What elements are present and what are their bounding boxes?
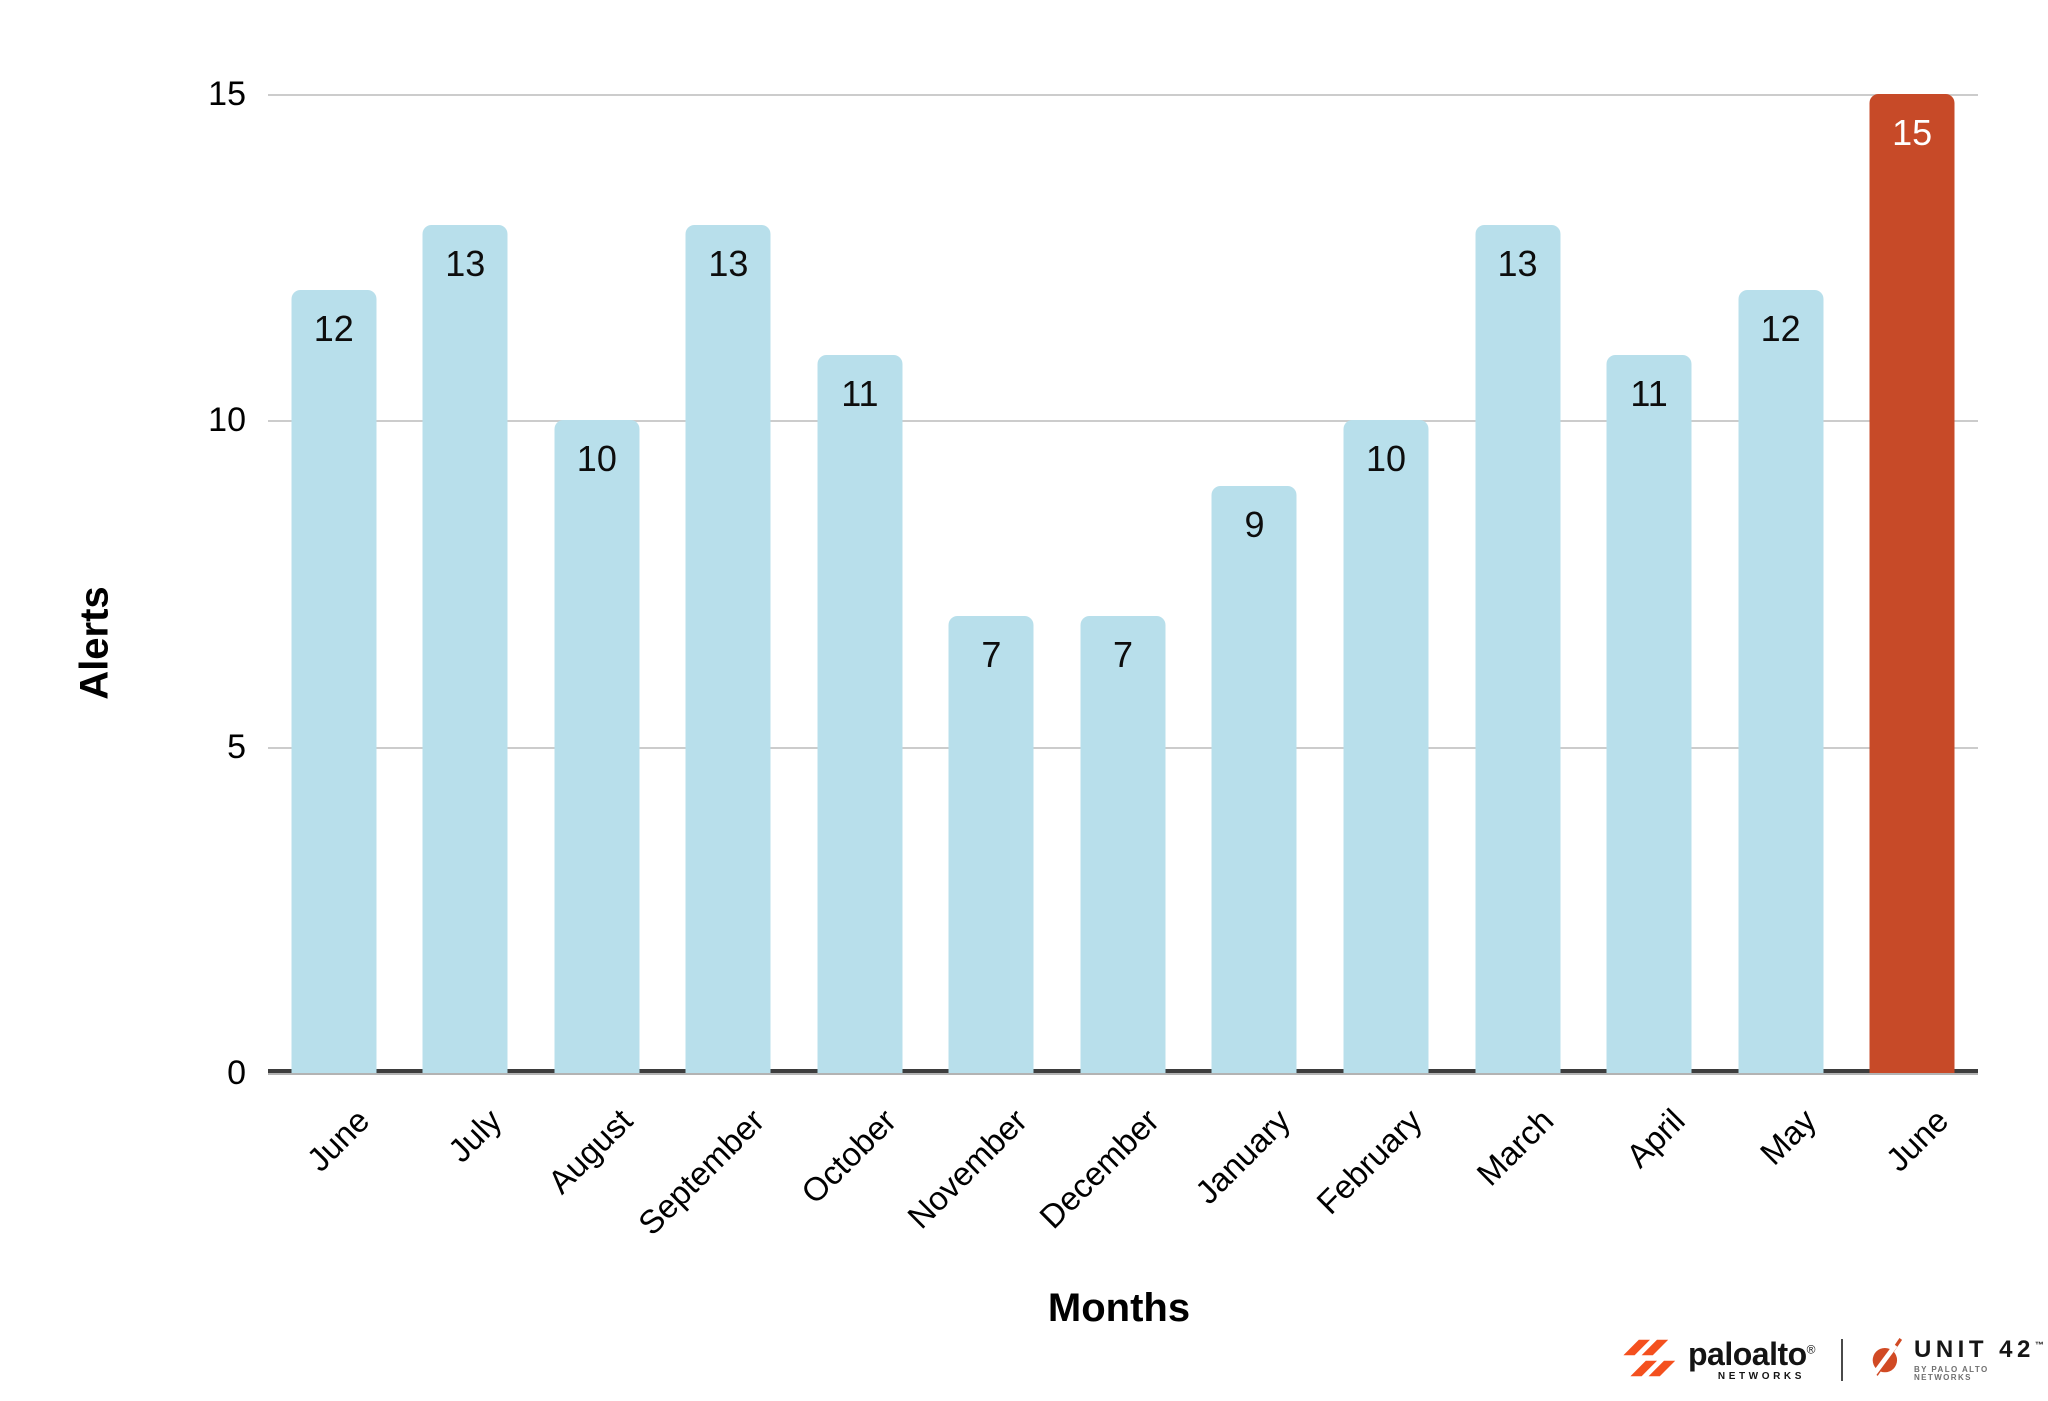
bar-february-8: 10: [1343, 420, 1429, 1073]
y-tick-label: 5: [227, 727, 246, 766]
y-tick-label: 15: [208, 75, 246, 113]
unit42-byline: BY PALO ALTO NETWORKS: [1914, 1365, 1989, 1382]
paloalto-networks-logo: paloalto® NETWORKS: [1622, 1336, 1816, 1384]
bar-slot: 12: [268, 94, 400, 1073]
networks-label: NETWORKS: [1717, 1371, 1806, 1382]
bar-value-label: 13: [1497, 242, 1538, 284]
x-tick-label: July: [440, 1101, 509, 1170]
bar-slot: 7: [926, 94, 1058, 1073]
bar-value-label: 10: [576, 438, 617, 480]
bar-value-label: 13: [708, 242, 749, 284]
bar-slot: 13: [1452, 94, 1584, 1073]
x-tick-label: April: [1618, 1101, 1692, 1175]
x-tick-slot: November: [900, 1073, 1058, 1273]
x-tick-label: June: [299, 1101, 377, 1179]
x-tick-label: January: [1188, 1101, 1298, 1211]
bar-january-7: 9: [1211, 485, 1297, 1073]
x-tick-slot: June: [1846, 1073, 1978, 1273]
bar-july-1: 13: [422, 224, 508, 1073]
paloalto-wordmark: paloalto®: [1688, 1336, 1816, 1372]
bar-slot: 15: [1846, 94, 1978, 1073]
x-tick-labels: June July August September October November De…: [268, 1073, 1978, 1273]
unit42-logo: UNIT 42™ BY PALO ALTO NETWORKS: [1869, 1336, 2048, 1385]
bar-october-4: 11: [817, 355, 903, 1073]
unit42-wordmark-block: UNIT 42™ BY PALO ALTO NETWORKS: [1914, 1338, 2048, 1382]
bar-december-6: 7: [1080, 616, 1166, 1073]
registered-mark: ®: [1806, 1342, 1816, 1357]
bar-value-label: 10: [1365, 438, 1407, 480]
logo-divider: [1841, 1339, 1843, 1381]
bar-june-12: 15: [1869, 94, 1955, 1073]
bar-slot: 11: [794, 94, 926, 1073]
plot-area: 12 13 10 13 11 7 7 9 10 13 11 12 15 June July August Se…: [208, 77, 1978, 1242]
x-tick-slot: January: [1188, 1073, 1321, 1273]
bar-slot: 12: [1715, 94, 1847, 1073]
bar-slot: 10: [531, 94, 663, 1073]
gridline-10: [268, 420, 1978, 423]
x-tick-slot: February: [1309, 1073, 1452, 1273]
x-tick-label: August: [540, 1101, 640, 1201]
bar-slot: 13: [400, 94, 532, 1073]
branding-footer: paloalto® NETWORKS UNIT 42™ BY PALO ALTO…: [1622, 1328, 2048, 1392]
bar-value-label: 12: [313, 307, 354, 349]
bar-slot: 13: [663, 94, 795, 1073]
bar-value-label: 12: [1760, 307, 1801, 349]
x-tick-slot: December: [1032, 1073, 1189, 1273]
bar-slot: 9: [1189, 94, 1321, 1073]
bar-value-label: 11: [1630, 373, 1668, 415]
x-tick-label: June: [1878, 1101, 1955, 1179]
unit42-icon: [1869, 1336, 1905, 1385]
x-tick-label: February: [1309, 1101, 1429, 1222]
bar-value-label: 13: [445, 242, 486, 284]
bar-april-10: 11: [1606, 355, 1692, 1073]
bar-value-label: 7: [1112, 634, 1133, 676]
unit42-wordmark: UNIT 42™: [1914, 1336, 2044, 1363]
bar-value-label: 15: [1892, 112, 1933, 153]
bar-value-label: 9: [1244, 503, 1265, 545]
y-tick-label: 10: [208, 401, 246, 440]
y-axis-title: Alerts: [72, 586, 117, 700]
bar-june-0: 12: [291, 289, 377, 1073]
bar-slot: 10: [1320, 94, 1452, 1073]
y-tick-label: 0: [227, 1054, 246, 1092]
x-tick-slot: April: [1583, 1073, 1715, 1273]
x-tick-slot: March: [1452, 1073, 1584, 1273]
bar-slot: 11: [1583, 94, 1715, 1073]
bar-august-2: 10: [554, 420, 640, 1073]
x-tick-slot: May: [1715, 1073, 1847, 1273]
trademark-mark: ™: [2034, 1340, 2044, 1350]
bar-value-label: 11: [841, 373, 879, 415]
x-tick-label: May: [1753, 1101, 1824, 1172]
x-tick-slot: July: [400, 1073, 532, 1273]
bar-value-label: 7: [981, 634, 1002, 676]
bar-may-11: 12: [1738, 289, 1824, 1073]
x-tick-slot: August: [531, 1073, 663, 1273]
bar-slot: 7: [1057, 94, 1189, 1073]
x-tick-slot: June: [268, 1073, 400, 1273]
paloalto-wordmark-block: paloalto® NETWORKS: [1688, 1336, 1816, 1382]
bar-september-3: 13: [685, 224, 771, 1073]
gridline-15: [268, 94, 1978, 96]
bar-november-5: 7: [948, 616, 1034, 1073]
x-axis-title: Months: [1047, 1286, 1191, 1330]
bar-march-9: 13: [1475, 224, 1561, 1073]
x-tick-label: October: [793, 1101, 903, 1211]
x-tick-label: March: [1469, 1101, 1561, 1193]
x-tick-slot: October: [793, 1073, 926, 1273]
bars-container: 12 13 10 13 11 7 7 9 10 13 11 12 15: [268, 94, 1978, 1073]
paloalto-mark-icon: [1622, 1337, 1678, 1384]
x-tick-slot: September: [631, 1073, 795, 1273]
